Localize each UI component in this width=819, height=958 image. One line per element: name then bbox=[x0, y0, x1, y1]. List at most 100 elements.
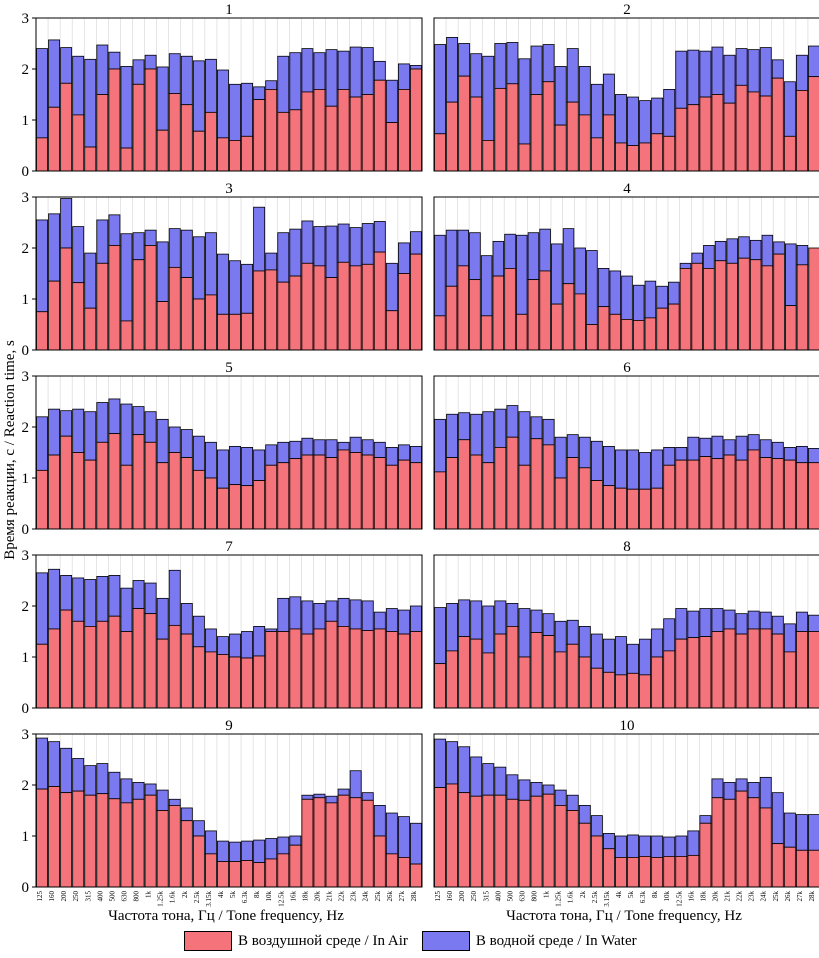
bar-water bbox=[783, 623, 796, 653]
bar-water bbox=[410, 605, 422, 632]
bar-air bbox=[530, 438, 543, 530]
bar-water bbox=[795, 445, 808, 464]
y-tick-label: 1 bbox=[22, 650, 30, 666]
bar-air bbox=[639, 856, 652, 888]
bar-air bbox=[808, 849, 819, 888]
bar-air bbox=[277, 853, 290, 888]
x-tick-label: 1k bbox=[145, 891, 153, 899]
bar-water bbox=[72, 758, 85, 792]
bar-air bbox=[446, 457, 459, 530]
bar-air bbox=[253, 862, 266, 888]
bar-water bbox=[373, 441, 386, 458]
bar-air bbox=[385, 310, 398, 351]
bar-water bbox=[60, 47, 73, 84]
y-tick-label: 0 bbox=[22, 164, 30, 180]
bar-water bbox=[518, 411, 531, 466]
bar-air bbox=[132, 83, 145, 172]
x-tick-label: 6.3k bbox=[241, 891, 249, 904]
bar-air bbox=[108, 798, 121, 888]
bar-air bbox=[325, 277, 338, 351]
bar-air bbox=[518, 143, 531, 172]
x-tick-label: 2.5k bbox=[591, 891, 599, 904]
bar-air bbox=[397, 89, 410, 172]
bar-air bbox=[84, 459, 97, 530]
bar-water bbox=[554, 66, 567, 126]
bar-air bbox=[711, 94, 724, 172]
bar-water bbox=[397, 63, 410, 90]
bar-air bbox=[527, 279, 540, 351]
bar-air bbox=[759, 457, 772, 530]
bar-water bbox=[723, 609, 736, 630]
bar-air bbox=[325, 457, 338, 530]
bar-air bbox=[277, 281, 290, 351]
bar-water bbox=[132, 59, 145, 85]
bar-water bbox=[434, 607, 446, 665]
bar-air bbox=[217, 313, 229, 351]
bar-water bbox=[578, 805, 591, 824]
bar-air bbox=[289, 628, 302, 709]
bar-water bbox=[530, 782, 543, 797]
bar-water bbox=[578, 66, 591, 116]
bar-air bbox=[639, 488, 652, 530]
y-tick-label: 3 bbox=[22, 548, 30, 564]
y-tick-label: 1 bbox=[22, 113, 30, 129]
bar-air bbox=[204, 294, 217, 351]
bar-air bbox=[675, 107, 688, 172]
bar-water bbox=[492, 240, 505, 277]
bar-air bbox=[506, 798, 519, 888]
bar-water bbox=[96, 44, 109, 95]
bar-water bbox=[36, 572, 48, 645]
bar-water bbox=[530, 416, 543, 440]
x-tick-label: 18k bbox=[699, 891, 707, 902]
x-tick-label: 5k bbox=[627, 891, 635, 899]
bar-water bbox=[84, 411, 97, 461]
panel-3: 3 0 1 2 3 bbox=[22, 181, 423, 359]
bar-air bbox=[699, 456, 712, 530]
bar-water bbox=[470, 53, 483, 98]
bar-air bbox=[132, 608, 145, 709]
bar-water bbox=[156, 597, 169, 640]
bar-air bbox=[663, 650, 676, 709]
bar-water bbox=[241, 840, 254, 861]
bar-water bbox=[656, 285, 668, 309]
bar-water bbox=[410, 231, 422, 255]
bar-air bbox=[301, 91, 314, 172]
bar-water bbox=[759, 439, 772, 459]
bar-air bbox=[325, 620, 338, 709]
bar-air bbox=[675, 638, 688, 709]
bar-water bbox=[144, 411, 157, 443]
bar-air bbox=[144, 68, 157, 172]
bar-water bbox=[574, 247, 586, 295]
bar-water bbox=[711, 46, 724, 95]
panel-title: 8 bbox=[623, 539, 631, 555]
bar-water bbox=[434, 234, 446, 317]
bar-air bbox=[349, 452, 362, 530]
x-tick-label: 24k bbox=[362, 891, 370, 902]
bar-air bbox=[446, 101, 459, 172]
bar-water bbox=[410, 65, 422, 70]
bar-water bbox=[615, 835, 627, 858]
bar-air bbox=[349, 628, 362, 709]
bar-water bbox=[602, 73, 615, 116]
bar-air bbox=[687, 854, 700, 888]
bar-air bbox=[301, 262, 314, 351]
bar-air bbox=[325, 105, 338, 172]
bar-air bbox=[434, 787, 446, 888]
bar-water bbox=[482, 605, 495, 654]
bar-air bbox=[554, 477, 567, 530]
panel-frame bbox=[433, 17, 819, 172]
bar-air bbox=[699, 636, 712, 709]
bar-air bbox=[539, 270, 551, 351]
bar-water bbox=[747, 434, 760, 451]
bar-water bbox=[361, 792, 374, 801]
bar-air bbox=[651, 487, 664, 530]
bar-air bbox=[361, 263, 374, 351]
bar-water bbox=[301, 48, 314, 93]
bar-water bbox=[808, 45, 819, 78]
bar-air bbox=[458, 792, 471, 888]
bar-water bbox=[241, 446, 254, 487]
bar-water bbox=[253, 86, 266, 100]
bar-water bbox=[265, 80, 278, 90]
bar-air bbox=[84, 626, 97, 709]
bar-air bbox=[747, 91, 760, 172]
